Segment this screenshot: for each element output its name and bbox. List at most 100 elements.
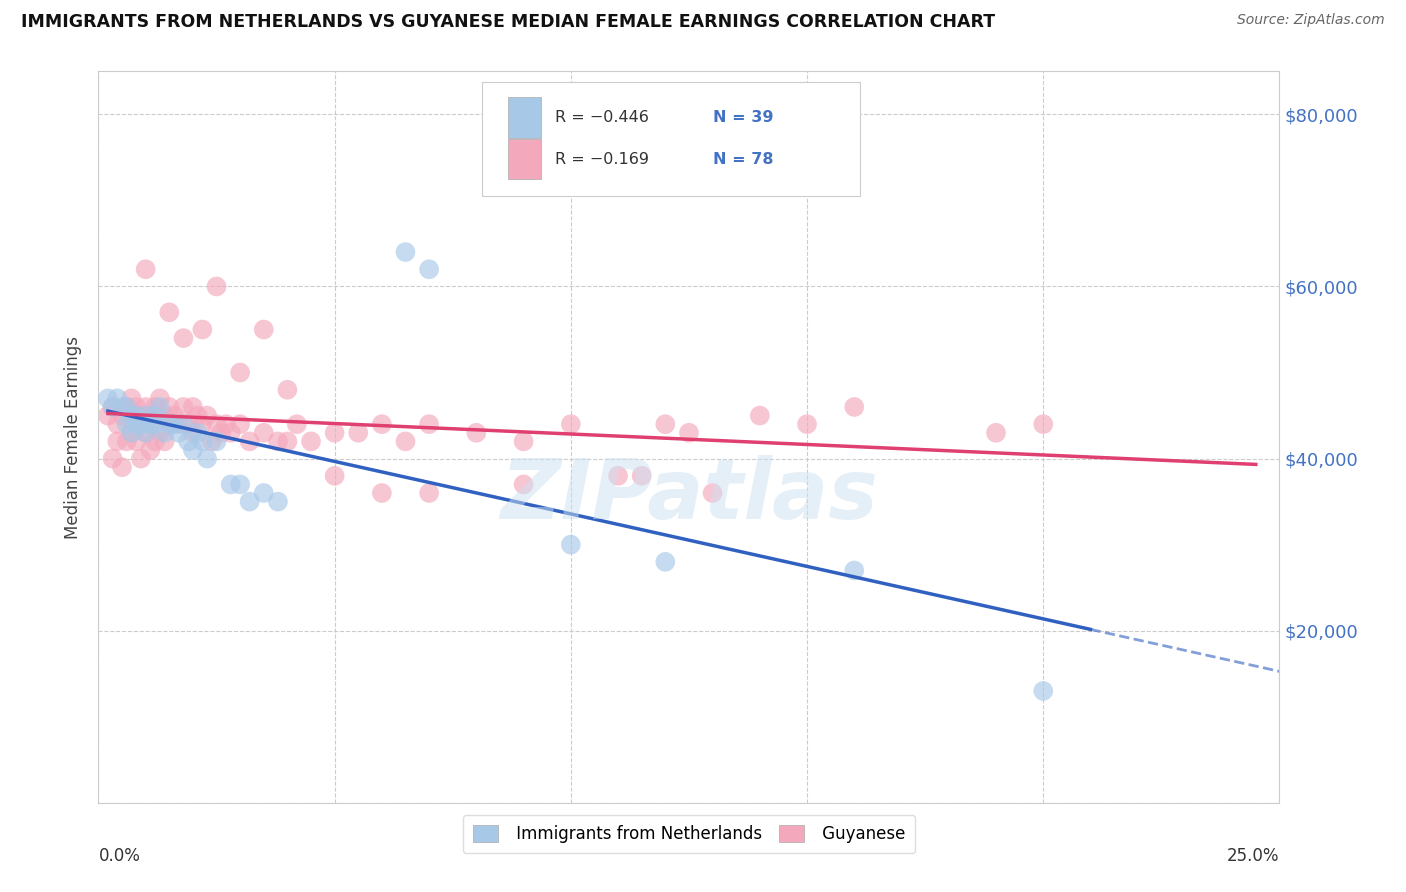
Point <box>177 434 200 449</box>
Bar <box>508 139 541 179</box>
Point <box>253 425 276 440</box>
Text: R = −0.446: R = −0.446 <box>555 110 650 125</box>
Point <box>748 409 770 423</box>
Point <box>143 400 166 414</box>
Point <box>153 434 176 449</box>
Point <box>135 409 157 423</box>
Point <box>177 417 200 432</box>
Point <box>135 425 157 440</box>
Point <box>111 400 134 414</box>
Point <box>205 279 228 293</box>
Point <box>267 434 290 449</box>
Point <box>702 486 724 500</box>
Point <box>115 400 138 414</box>
Point <box>167 425 190 440</box>
Point <box>111 460 134 475</box>
Point <box>167 417 190 432</box>
Point <box>172 417 194 432</box>
Point <box>139 409 162 423</box>
Point <box>187 409 209 423</box>
Point <box>129 417 152 432</box>
Point <box>654 555 676 569</box>
Point <box>215 417 238 432</box>
Point <box>105 434 128 449</box>
Point <box>229 477 252 491</box>
Point <box>149 392 172 406</box>
Point <box>394 434 416 449</box>
Point <box>418 262 440 277</box>
Text: 0.0%: 0.0% <box>98 847 141 864</box>
Point <box>844 564 866 578</box>
Point <box>205 434 228 449</box>
Point <box>844 400 866 414</box>
Point <box>97 392 120 406</box>
Text: R = −0.169: R = −0.169 <box>555 152 650 167</box>
Point <box>276 383 298 397</box>
Point <box>135 262 157 277</box>
Point <box>418 417 440 432</box>
Point <box>129 409 152 423</box>
Point <box>195 409 218 423</box>
Point <box>149 425 172 440</box>
Point <box>111 409 134 423</box>
Text: 25.0%: 25.0% <box>1227 847 1279 864</box>
Point <box>143 417 166 432</box>
Point <box>191 322 214 336</box>
Point <box>153 409 176 423</box>
Point <box>143 434 166 449</box>
Point <box>347 425 370 440</box>
Point <box>285 417 308 432</box>
Point <box>323 425 346 440</box>
Point <box>253 322 276 336</box>
Point <box>187 425 209 440</box>
Point <box>105 392 128 406</box>
Point <box>512 434 534 449</box>
FancyBboxPatch shape <box>482 82 860 195</box>
Point <box>163 417 186 432</box>
Point <box>209 425 232 440</box>
Point <box>135 425 157 440</box>
Legend:  Immigrants from Netherlands,  Guyanese: Immigrants from Netherlands, Guyanese <box>463 814 915 853</box>
Point <box>607 468 630 483</box>
Point <box>135 400 157 414</box>
Point <box>253 486 276 500</box>
Point <box>157 417 180 432</box>
Point <box>1032 417 1054 432</box>
Point <box>181 400 204 414</box>
Point <box>1032 684 1054 698</box>
Point <box>181 425 204 440</box>
Point <box>125 434 148 449</box>
Point <box>678 425 700 440</box>
Point <box>267 494 290 508</box>
Point <box>418 486 440 500</box>
Point <box>157 400 180 414</box>
Point <box>125 409 148 423</box>
Point <box>195 451 218 466</box>
Point <box>101 451 124 466</box>
Point <box>115 400 138 414</box>
Point <box>371 486 394 500</box>
Point <box>101 400 124 414</box>
Point <box>143 409 166 423</box>
Point <box>149 400 172 414</box>
Point <box>115 417 138 432</box>
Point <box>121 425 143 440</box>
Point <box>219 425 242 440</box>
Point <box>796 417 818 432</box>
Point <box>97 409 120 423</box>
Point <box>323 468 346 483</box>
Point <box>299 434 322 449</box>
Point <box>157 305 180 319</box>
Point <box>121 392 143 406</box>
Point <box>654 417 676 432</box>
Point <box>560 417 582 432</box>
Point <box>191 434 214 449</box>
Point <box>371 417 394 432</box>
Text: N = 39: N = 39 <box>713 110 773 125</box>
Point <box>125 400 148 414</box>
Point <box>201 434 224 449</box>
Text: Source: ZipAtlas.com: Source: ZipAtlas.com <box>1237 13 1385 28</box>
Point <box>465 425 488 440</box>
Point <box>229 366 252 380</box>
Y-axis label: Median Female Earnings: Median Female Earnings <box>65 335 83 539</box>
